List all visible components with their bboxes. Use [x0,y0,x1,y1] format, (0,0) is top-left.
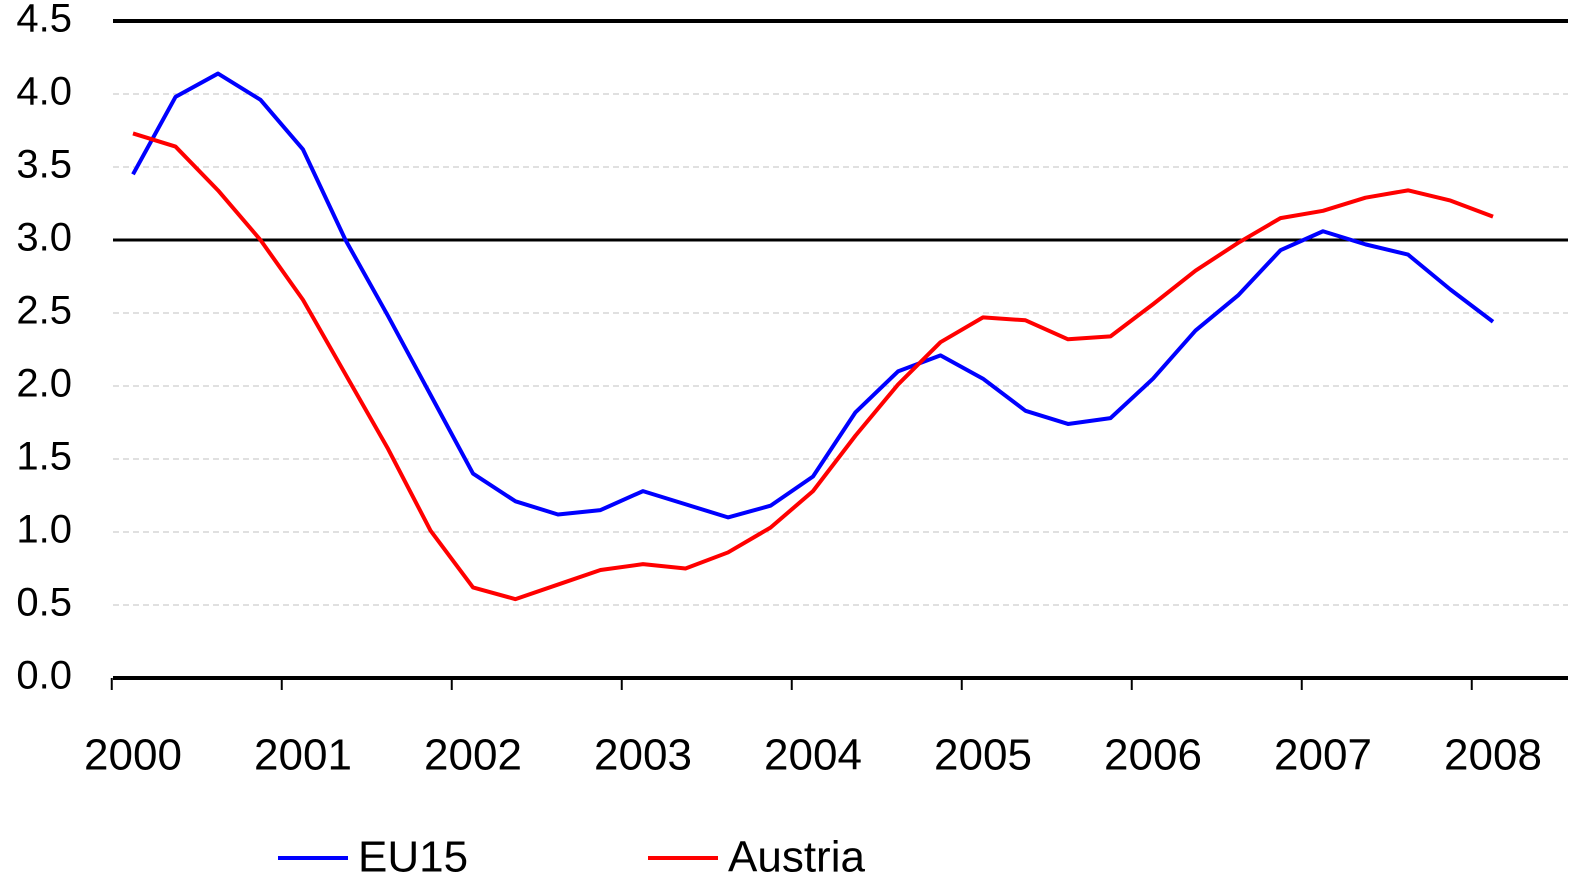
y-tick-label: 2.5 [16,289,72,333]
x-tick-label: 2001 [254,731,352,780]
x-tick-label: 2002 [424,731,522,780]
y-tick-label: 3.5 [16,143,72,187]
y-tick-label: 4.5 [16,0,72,41]
x-tick-label: 2000 [84,731,182,780]
y-tick-label: 0.5 [16,581,72,625]
y-tick-label: 2.0 [16,362,72,406]
x-tick-label: 2007 [1274,731,1372,780]
x-tick-label: 2003 [594,731,692,780]
legend-label: Austria [728,833,865,882]
legend-label: EU15 [358,833,468,882]
x-tick-label: 2006 [1104,731,1202,780]
y-tick-label: 1.0 [16,508,72,552]
y-tick-label: 1.5 [16,435,72,479]
line-series [132,131,1494,602]
line-series [131,71,1495,520]
x-tick-label: 2004 [764,731,862,780]
x-tick-label: 2008 [1444,731,1542,780]
y-tick-label: 4.0 [16,70,72,114]
x-tick-label: 2005 [934,731,1032,780]
y-tick-label: 0.0 [16,654,72,698]
y-tick-label: 3.0 [16,216,72,260]
